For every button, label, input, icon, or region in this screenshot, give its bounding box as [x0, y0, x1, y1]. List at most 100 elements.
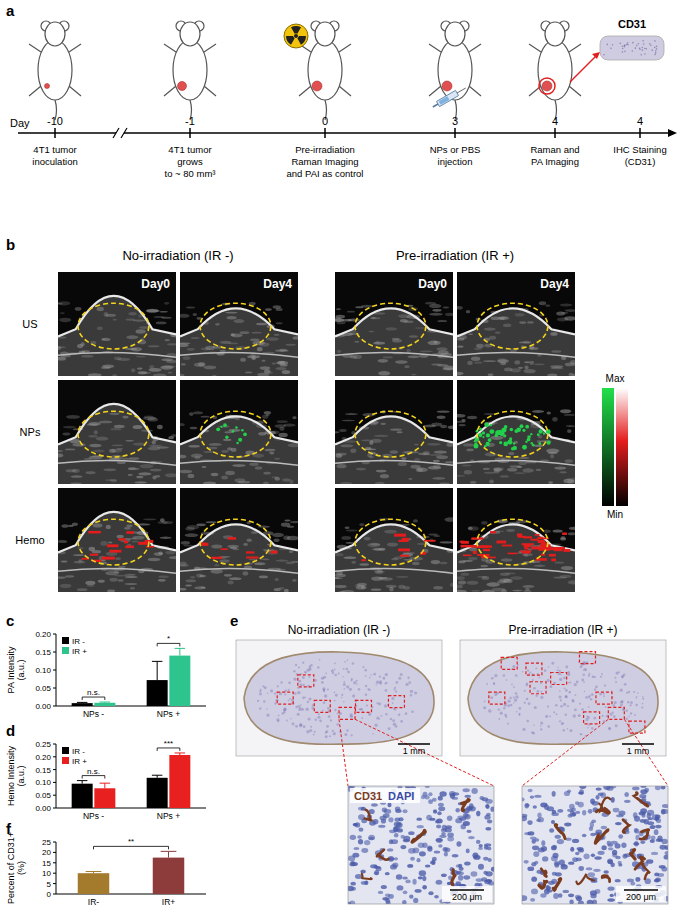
- us-speckle: [146, 309, 159, 312]
- us-speckle: [545, 305, 550, 307]
- tissue-texture: [547, 706, 549, 708]
- nucleus: [464, 862, 471, 866]
- nucleus: [358, 839, 363, 844]
- nucleus: [348, 856, 355, 862]
- tissue-texture: [278, 715, 280, 717]
- tissue-texture: [641, 707, 643, 709]
- us-speckle: [515, 313, 525, 317]
- hemo-signal: [538, 548, 549, 550]
- nucleus: [385, 898, 390, 903]
- hemo-signal: [524, 545, 531, 547]
- tissue-texture: [547, 679, 550, 682]
- us-speckle: [136, 356, 146, 358]
- us-tissue: [457, 416, 575, 484]
- leg: [429, 86, 441, 96]
- us-speckle: [450, 583, 453, 587]
- tissue-texture: [559, 690, 561, 692]
- us-speckle: [124, 527, 131, 530]
- tissue-texture: [515, 695, 518, 698]
- us-speckle: [274, 458, 280, 460]
- us-speckle: [194, 586, 206, 589]
- nucleus: [478, 847, 483, 850]
- tissue-texture: [318, 713, 320, 715]
- tissue-texture: [290, 718, 292, 720]
- event-text: 4T1 tumor: [168, 144, 211, 155]
- tissue-texture: [303, 725, 306, 728]
- nucleus: [491, 867, 494, 872]
- us-speckle: [483, 360, 496, 362]
- tissue-texture: [292, 723, 295, 726]
- tissue-texture: [347, 670, 350, 673]
- us-speckle: [214, 564, 219, 566]
- us-speckle: [60, 584, 72, 588]
- us-speckle: [114, 356, 122, 360]
- scale-bar: [450, 889, 484, 891]
- tissue-texture: [322, 687, 325, 690]
- us-background: [58, 488, 176, 592]
- tissue-texture: [411, 710, 414, 713]
- nucleus: [593, 869, 601, 872]
- np-signal: [238, 438, 242, 442]
- tissue-texture: [358, 688, 361, 691]
- us-speckle: [292, 416, 296, 419]
- us-speckle: [258, 432, 266, 435]
- us-speckle: [251, 332, 261, 334]
- tissue-texture: [588, 695, 590, 697]
- us-speckle: [522, 468, 534, 472]
- us-speckle: [72, 469, 80, 473]
- us-speckle: [97, 327, 103, 331]
- us-speckle: [180, 423, 185, 426]
- axis-label: Day: [10, 117, 30, 129]
- np-signal: [522, 445, 527, 450]
- us-speckle: [501, 558, 513, 561]
- us-speckle: [457, 421, 466, 423]
- tissue-texture: [574, 708, 577, 711]
- tissue-texture: [540, 728, 542, 730]
- us-speckle: [468, 333, 473, 335]
- tissue-texture: [574, 683, 577, 686]
- tissue-texture: [504, 704, 507, 707]
- us-speckle: [257, 347, 263, 351]
- us-background: [58, 272, 176, 376]
- np-signal: [232, 430, 235, 433]
- leg: [469, 44, 481, 52]
- us-speckle: [457, 475, 465, 477]
- np-signal: [525, 425, 529, 429]
- tissue-texture: [642, 698, 644, 700]
- day-tick: [54, 128, 56, 138]
- us-speckle: [379, 548, 386, 551]
- tissue-texture: [375, 724, 378, 727]
- hemo-signal: [534, 534, 539, 536]
- us-background: [457, 380, 575, 484]
- us-speckle: [433, 460, 440, 463]
- imaging-panel: No-irradiation (IR -)Pre-irradiation (IR…: [15, 248, 628, 594]
- us-tissue: [335, 416, 453, 484]
- nucleus: [485, 799, 493, 804]
- us-speckle: [568, 580, 575, 584]
- tissue-texture: [585, 696, 588, 699]
- hemo-signal: [518, 536, 526, 538]
- us-speckle: [126, 335, 138, 339]
- tissue-texture: [407, 677, 409, 679]
- nucleus: [455, 818, 462, 823]
- nucleus: [466, 806, 472, 810]
- us-speckle: [514, 441, 519, 444]
- timeline-arrow: [668, 129, 677, 137]
- tissue-texture: [361, 717, 363, 719]
- us-speckle: [77, 344, 83, 348]
- us-speckle: [282, 370, 291, 374]
- us-image: [335, 488, 453, 592]
- us-speckle: [364, 537, 371, 541]
- us-speckle: [180, 564, 189, 566]
- nucleus: [457, 871, 464, 875]
- hemo-signal: [201, 543, 208, 546]
- us-speckle: [63, 426, 76, 429]
- us-background: [457, 272, 575, 376]
- us-speckle: [85, 581, 95, 585]
- tissue-texture: [368, 688, 371, 691]
- np-signal: [531, 442, 533, 444]
- us-speckle: [58, 540, 67, 543]
- us-speckle: [434, 451, 447, 454]
- tissue-texture: [507, 723, 509, 725]
- section-texture: [603, 54, 605, 56]
